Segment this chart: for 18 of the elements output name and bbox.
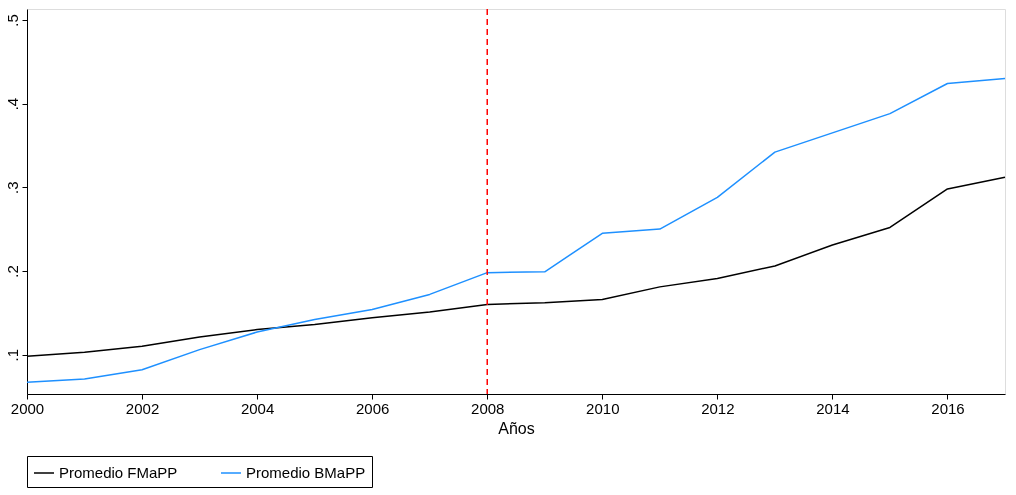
y-tick-label: .4 xyxy=(3,97,21,111)
x-axis-title: Años xyxy=(498,419,535,437)
y-tick-label: .1 xyxy=(3,348,21,362)
x-tick-label: 2014 xyxy=(816,399,850,417)
x-tick-label: 2006 xyxy=(355,399,390,417)
x-tick-label: 2008 xyxy=(471,399,505,417)
x-tick-label: 2000 xyxy=(10,399,45,417)
line-series xyxy=(26,77,1006,384)
x-tick-label: 2016 xyxy=(931,399,965,417)
legend-label: Promedio FMaPP xyxy=(59,464,178,481)
y-tick-label: .3 xyxy=(3,181,21,195)
legend-label: Promedio BMaPP xyxy=(246,464,366,481)
x-tick-label: 2010 xyxy=(586,399,620,417)
y-tick-label: .2 xyxy=(3,265,21,278)
x-tick-label: 2002 xyxy=(125,399,160,417)
y-tick-label: .5 xyxy=(3,14,21,27)
x-tick-label: 2004 xyxy=(240,399,275,417)
x-tick-label: 2012 xyxy=(701,399,735,417)
